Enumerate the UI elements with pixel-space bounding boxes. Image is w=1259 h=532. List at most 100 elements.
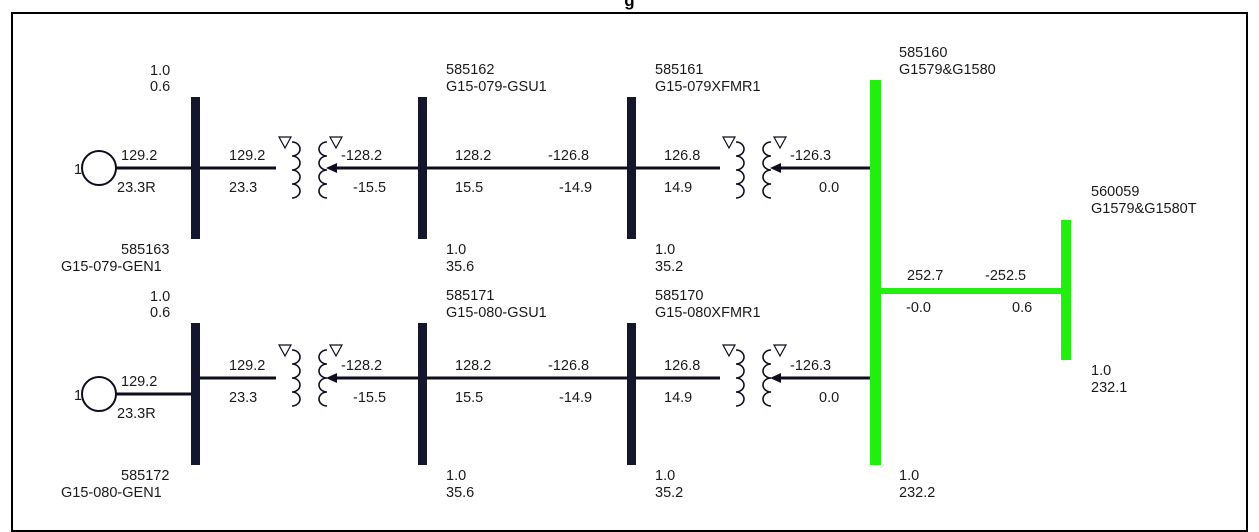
xfmr-1-to-mw: -126.3 [790,148,831,164]
bus-585161-vpu: 1.0 [655,242,675,258]
bus-585160-id: 585160 [899,45,947,61]
xfmr-2-from-mvar: 14.9 [664,390,692,406]
tie-line-to-mw: -252.5 [985,268,1026,284]
bus-585161-angle: 35.2 [655,259,683,275]
line-2-to-mw: -126.8 [548,358,589,374]
winding-coil-icon [762,141,772,199]
bus-585161[interactable] [627,97,636,239]
bus-585172-name: G15-080-GEN1 [61,485,162,501]
delta-winding-icon [277,344,293,358]
gen-row-1: 1 129.2 23.3R 1.0 0.6 585163 G15-079-GEN… [61,62,870,275]
bus-585162-vpu: 1.0 [446,242,466,258]
generator-1[interactable]: 1 129.2 23.3R [74,148,195,196]
bus-585170-id: 585170 [655,288,703,304]
gsu-2-to-mvar: -15.5 [353,390,386,406]
generator-1-mvar: 23.3R [117,180,156,196]
tie-line-to-mvar: 0.6 [1012,300,1032,316]
gsu-1-to-mvar: -15.5 [353,180,386,196]
winding-coil-icon [735,141,745,199]
line-2-to-mvar: -14.9 [559,390,592,406]
bus-560059-id: 560059 [1091,184,1139,200]
xfmr-1-transformer-icon[interactable] [721,136,788,199]
bus-585162-angle: 35.6 [446,259,474,275]
winding-coil-icon [291,141,301,199]
generator-2[interactable]: 1 129.2 23.3R [74,374,195,422]
bus-585162[interactable] [418,97,427,239]
gsu-1-to-mw: -128.2 [341,148,382,164]
bus-560059-name: G1579&G1580T [1091,201,1197,217]
bus-560059[interactable] [1061,220,1071,360]
bus-585171-angle: 35.6 [446,485,474,501]
line-1-from-mvar: 15.5 [455,180,483,196]
gsu-2-flow-arrow-icon [326,373,337,383]
generator-2-mw: 129.2 [121,374,157,390]
gsu-2-from-mvar: 23.3 [229,390,257,406]
line-1-to-mvar: -14.9 [559,180,592,196]
bus-585160-angle: 232.2 [899,485,935,501]
one-line-diagram: 1 129.2 23.3R 1.0 0.6 585163 G15-079-GEN… [61,45,1197,501]
gsu-2-to-mw: -128.2 [341,358,382,374]
winding-coil-icon [318,141,328,199]
gsu-2-from-mw: 129.2 [229,358,265,374]
bus-585170-name: G15-080XFMR1 [655,305,761,321]
bus-585170-angle: 35.2 [655,485,683,501]
delta-winding-icon [277,136,293,150]
tie-line-from-mw: 252.7 [907,268,943,284]
bus-585163-id: 585163 [121,242,169,258]
winding-coil-icon [318,349,328,407]
generator-1-unit-label: 1 [74,162,82,178]
bus-585172-angle: 0.6 [150,305,170,321]
bus-585170-vpu: 1.0 [655,468,675,484]
hv-section: 585160 G1579&G1580 1.0 232.2 252.7 -0.0 … [870,45,1197,501]
tie-line-from-mvar: -0.0 [906,300,931,316]
bus-585163-angle: 0.6 [150,79,170,95]
xfmr-2-flow-arrow-icon [770,373,781,383]
gsu-1-transformer-icon[interactable] [277,136,344,199]
delta-winding-icon [721,136,737,150]
delta-winding-icon [721,344,737,358]
bus-585163-name: G15-079-GEN1 [61,259,162,275]
bus-585170[interactable] [627,323,636,465]
xfmr-1-to-mvar: 0.0 [819,180,839,196]
bus-585161-id: 585161 [655,62,703,78]
bus-560059-vpu: 1.0 [1091,363,1111,379]
gsu-1-from-mw: 129.2 [229,148,265,164]
winding-coil-icon [735,349,745,407]
generator-2-unit-label: 1 [74,388,82,404]
bus-585163-vpu: 1.0 [150,63,170,79]
xfmr-2-from-mw: 126.8 [664,358,700,374]
xfmr-1-from-mvar: 14.9 [664,180,692,196]
bus-585162-id: 585162 [446,62,494,78]
bus-585171[interactable] [418,323,427,465]
bus-585160-vpu: 1.0 [899,468,919,484]
line-1-to-mw: -126.8 [548,148,589,164]
xfmr-1-from-mw: 126.8 [664,148,700,164]
winding-coil-icon [291,349,301,407]
xfmr-2-to-mvar: 0.0 [819,390,839,406]
bus-585172-id: 585172 [121,468,169,484]
generator-1-symbol[interactable] [81,150,117,186]
bus-585171-name: G15-080-GSU1 [446,305,547,321]
xfmr-1-flow-arrow-icon [770,163,781,173]
bus-560059-angle: 232.1 [1091,380,1127,396]
xfmr-2-to-mw: -126.3 [790,358,831,374]
diagram-title: g [624,0,635,10]
line-1-from-mw: 128.2 [455,148,491,164]
gsu-1-flow-arrow-icon [326,163,337,173]
bus-585160-name: G1579&G1580 [899,62,996,78]
tie-line[interactable] [881,288,1061,294]
bus-585162-name: G15-079-GSU1 [446,79,547,95]
bus-585161-name: G15-079XFMR1 [655,79,761,95]
bus-585171-id: 585171 [446,288,494,304]
bus-585163[interactable] [191,97,200,239]
wye-winding-icon [772,344,788,358]
bus-585171-vpu: 1.0 [446,468,466,484]
bus-585172-vpu: 1.0 [150,289,170,305]
wye-winding-icon [772,136,788,150]
title-strip: g [0,0,1259,14]
generator-2-mvar: 23.3R [117,406,156,422]
winding-coil-icon [762,349,772,407]
bus-585160[interactable] [870,80,881,465]
bus-585172[interactable] [191,323,200,465]
generator-2-symbol[interactable] [81,376,117,412]
